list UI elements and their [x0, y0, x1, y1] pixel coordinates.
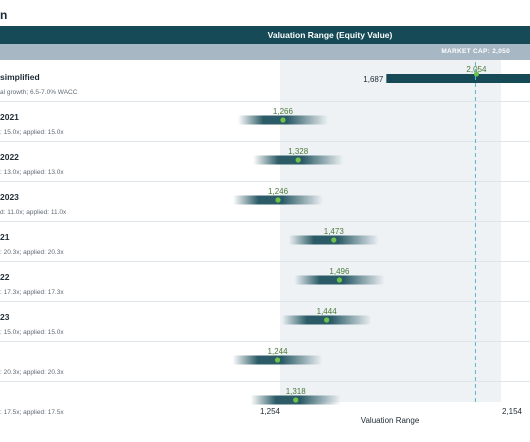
row-divider: [0, 341, 530, 342]
page-title: n: [0, 8, 8, 22]
axis-min-label: 1,254: [259, 407, 281, 416]
valuation-range-header: Valuation Range (Equity Value): [267, 30, 393, 40]
row-divider: [0, 101, 530, 102]
method-subtitle: al growth; 6.5-7.0% WACC: [0, 89, 78, 96]
method-subtitle: : 17.5x; applied: 17.5x: [0, 409, 64, 416]
row-divider: [0, 381, 530, 382]
method-row: 22 : 17.3x; applied: 17.3x: [0, 262, 530, 302]
method-row: simplified al growth; 6.5-7.0% WACC: [0, 62, 530, 102]
valuation-point-label: 1,444: [317, 307, 338, 316]
method-title: simplified: [0, 72, 40, 82]
valuation-point-label: 2,054: [466, 65, 487, 74]
row-divider: [0, 261, 530, 262]
row-divider: [0, 181, 530, 182]
valuation-point: [336, 277, 343, 283]
valuation-point-label: 1,328: [288, 147, 309, 156]
method-title: 21: [0, 232, 10, 242]
valuation-point: [324, 317, 330, 323]
method-row: 23 : 15.0x; applied: 15.0x: [0, 302, 530, 342]
method-row: 21 : 20.3x; applied: 20.3x: [0, 222, 530, 262]
row-divider: [0, 141, 530, 142]
method-row: : 17.5x; applied: 17.5x: [0, 382, 530, 422]
row-divider: [0, 301, 530, 302]
valuation-point: [280, 117, 286, 123]
range-bar: [386, 74, 530, 83]
valuation-point: [274, 357, 281, 363]
row-divider: [0, 221, 530, 222]
method-subtitle: : 17.3x; applied: 17.3x: [0, 289, 64, 296]
method-title: 22: [0, 272, 10, 282]
method-subtitle: : 15.0x; applied: 15.0x: [0, 129, 64, 136]
method-title: 2023: [0, 192, 19, 202]
method-row: 2022 : 13.0x; applied: 13.0x: [0, 142, 530, 182]
method-row: 2023 d: 11.0x; applied: 11.0x: [0, 182, 530, 222]
axis-title: Valuation Range: [360, 416, 420, 425]
range-low-label: 1,687: [363, 75, 384, 84]
method-subtitle: : 20.3x; applied: 20.3x: [0, 369, 64, 376]
method-subtitle: : 13.0x; applied: 13.0x: [0, 169, 64, 176]
method-title: 2022: [0, 152, 19, 162]
valuation-point-label: 1,473: [324, 227, 345, 236]
method-subtitle: d: 11.0x; applied: 11.0x: [0, 209, 67, 216]
valuation-point: [293, 397, 299, 403]
valuation-point: [295, 157, 301, 163]
market-cap-bar: MARKET CAP: 2,050: [0, 44, 530, 60]
valuation-point-label: 1,496: [329, 267, 350, 276]
valuation-point-label: 1,244: [268, 347, 289, 356]
market-cap-label: MARKET CAP: 2,050: [441, 48, 510, 55]
method-subtitle: : 15.0x; applied: 15.0x: [0, 329, 64, 336]
valuation-point-label: 1,246: [268, 187, 289, 196]
method-row: : 20.3x; applied: 20.3x: [0, 342, 530, 382]
axis-max-label: 2,154: [501, 407, 523, 416]
valuation-point: [331, 237, 337, 243]
valuation-point-label: 1,266: [273, 107, 294, 116]
valuation-header: Valuation Range (Equity Value): [0, 26, 530, 44]
valuation-point-label: 1,318: [286, 387, 307, 396]
method-title: 2021: [0, 112, 19, 122]
method-row: 2021 : 15.0x; applied: 15.0x: [0, 102, 530, 142]
valuation-point: [275, 197, 281, 203]
method-subtitle: : 20.3x; applied: 20.3x: [0, 249, 64, 256]
method-title: 23: [0, 312, 10, 322]
